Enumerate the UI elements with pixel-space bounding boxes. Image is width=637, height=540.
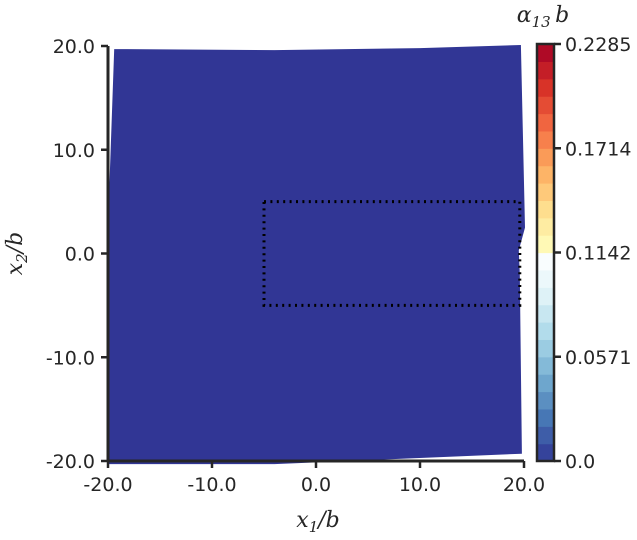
x-tick-label: 20.0 xyxy=(503,474,545,496)
x-axis-label: x1/b xyxy=(296,508,339,536)
colorbar-level xyxy=(537,61,554,80)
colorbar-level xyxy=(537,252,554,271)
colorbar-tick-label: 0.0 xyxy=(565,451,595,473)
x-tick-label: 10.0 xyxy=(399,474,441,496)
x-tick-label: 0.0 xyxy=(301,474,331,496)
colorbar-level xyxy=(537,426,554,445)
y-tick-label: 10.0 xyxy=(53,140,95,162)
colorbar-level xyxy=(537,78,554,97)
colorbar-level xyxy=(537,356,554,375)
colorbar-level xyxy=(537,44,554,62)
colorbar-level xyxy=(537,322,554,340)
colorbar-level xyxy=(537,391,554,410)
colorbar-level xyxy=(537,130,554,149)
colorbar-level xyxy=(537,339,554,358)
axes: -20.0 -10.0 0.0 10.0 20.0 -20.0 -10.0 0.0 10.0 20… xyxy=(46,36,545,496)
colorbar-level xyxy=(537,287,554,306)
colorbar-tick-label: 0.1714 xyxy=(565,138,631,160)
colorbar-tick-label: 0.2285 xyxy=(565,34,631,56)
colorbar-level xyxy=(537,96,554,115)
colorbar-level xyxy=(537,200,554,219)
colorbar-level xyxy=(537,235,554,254)
colorbar-title: α13 b xyxy=(517,3,569,31)
colorbar-level xyxy=(537,183,554,201)
colorbar-level xyxy=(537,217,554,236)
colorbar-tick-label: 0.0571 xyxy=(565,347,631,369)
inclusion-outline xyxy=(262,200,522,307)
colorbar-level xyxy=(537,304,554,323)
colorbar-level xyxy=(537,269,554,288)
colorbar-level xyxy=(537,113,554,132)
plot-area xyxy=(107,45,525,465)
y-tick-label: 0.0 xyxy=(65,244,95,266)
deformed-domain-fill xyxy=(107,45,525,465)
y-tick-label: -10.0 xyxy=(46,347,95,369)
x-tick-label: -10.0 xyxy=(187,474,236,496)
y-axis-label: x2/b xyxy=(3,232,31,275)
colorbar-level xyxy=(537,165,554,184)
colorbar: 0.0 0.0571 0.1142 0.1714 0.2285 xyxy=(535,34,631,473)
colorbar-level xyxy=(537,148,554,167)
colorbar-level xyxy=(537,443,554,462)
y-tick-label: 20.0 xyxy=(53,36,95,58)
x-tick-label: -20.0 xyxy=(83,474,132,496)
colorbar-level xyxy=(537,374,554,393)
colorbar-level xyxy=(537,408,554,427)
colorbar-tick-label: 0.1142 xyxy=(565,243,631,265)
y-tick-label: -20.0 xyxy=(46,451,95,473)
